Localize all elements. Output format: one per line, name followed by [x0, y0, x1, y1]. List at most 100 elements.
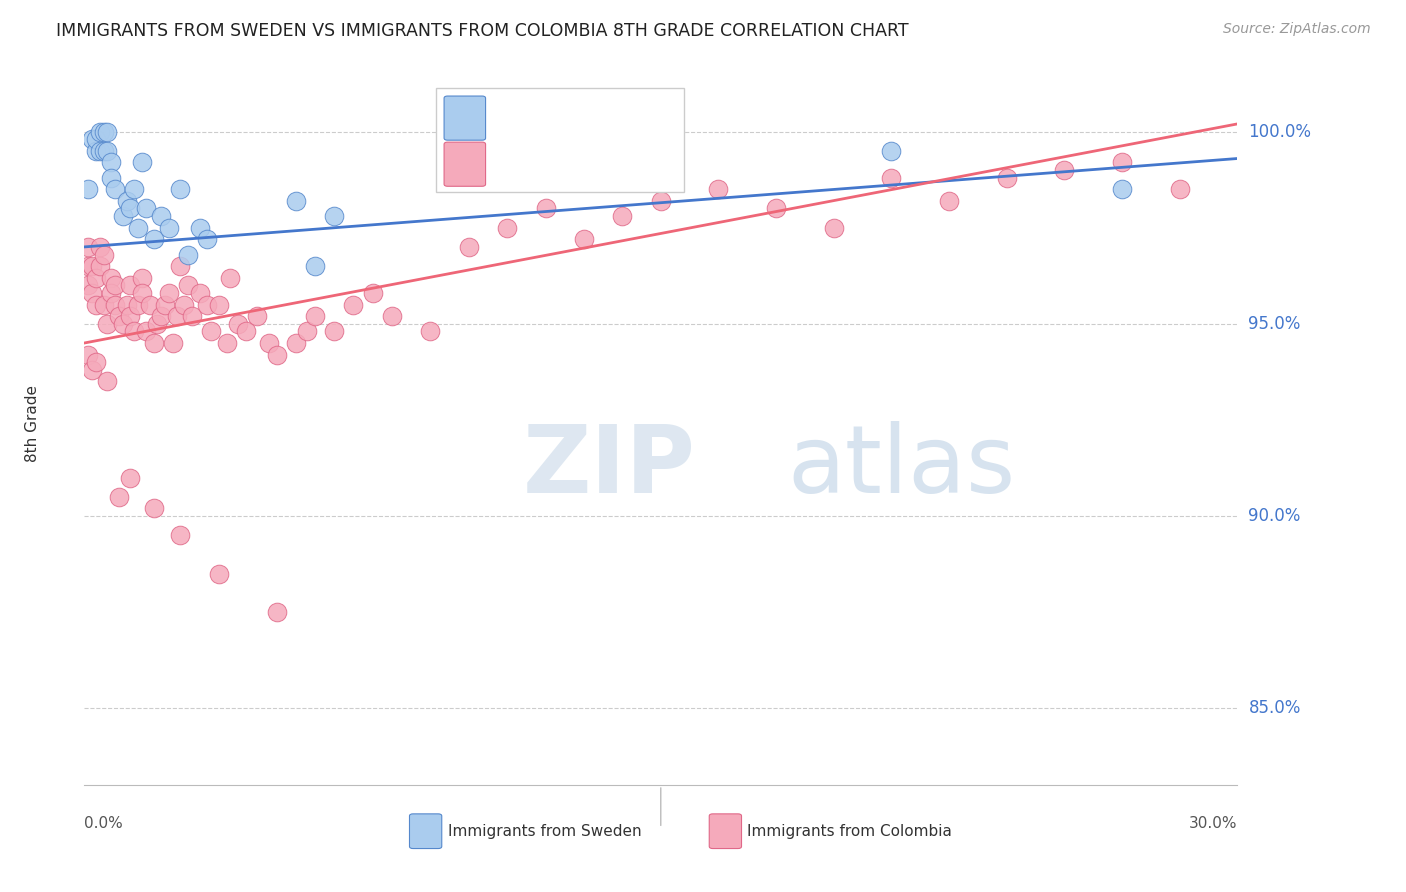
Point: [131, 270, 153, 285]
Point: [323, 325, 346, 339]
Point: [84, 355, 107, 369]
Text: 100.0%: 100.0%: [1249, 122, 1312, 141]
Text: ZIP: ZIP: [523, 421, 696, 513]
Point: [93, 247, 115, 261]
Point: [457, 240, 479, 254]
Point: [120, 202, 142, 216]
Point: [235, 325, 257, 339]
Point: [419, 325, 441, 339]
Point: [100, 270, 122, 285]
Text: R = 0.380   N = 82: R = 0.380 N = 82: [494, 155, 678, 173]
Point: [246, 309, 269, 323]
Point: [80, 132, 103, 146]
Point: [150, 209, 173, 223]
Point: [100, 170, 122, 185]
Point: [323, 209, 346, 223]
Point: [173, 297, 195, 311]
Point: [150, 309, 173, 323]
Point: [208, 297, 231, 311]
Text: R = 0.266   N = 33: R = 0.266 N = 33: [494, 109, 678, 128]
Point: [188, 286, 211, 301]
Point: [142, 232, 165, 246]
Text: 95.0%: 95.0%: [1249, 315, 1301, 333]
Point: [1111, 155, 1133, 169]
Point: [995, 170, 1018, 185]
Point: [169, 528, 191, 542]
Point: [80, 259, 103, 273]
Point: [612, 209, 634, 223]
Point: [120, 309, 142, 323]
Point: [77, 240, 100, 254]
Point: [111, 317, 134, 331]
Point: [169, 182, 191, 196]
Point: [200, 325, 222, 339]
Text: 85.0%: 85.0%: [1249, 699, 1301, 717]
Text: Source: ZipAtlas.com: Source: ZipAtlas.com: [1223, 22, 1371, 37]
Text: Immigrants from Colombia: Immigrants from Colombia: [748, 823, 952, 838]
Text: Immigrants from Sweden: Immigrants from Sweden: [447, 823, 641, 838]
Point: [104, 297, 127, 311]
Point: [177, 278, 200, 293]
Text: IMMIGRANTS FROM SWEDEN VS IMMIGRANTS FROM COLOMBIA 8TH GRADE CORRELATION CHART: IMMIGRANTS FROM SWEDEN VS IMMIGRANTS FRO…: [56, 22, 908, 40]
Point: [108, 309, 131, 323]
Point: [84, 132, 107, 146]
Point: [304, 259, 326, 273]
Point: [142, 501, 165, 516]
Point: [142, 336, 165, 351]
Point: [162, 336, 184, 351]
Point: [284, 194, 307, 208]
Point: [157, 220, 180, 235]
Point: [93, 125, 115, 139]
Point: [188, 220, 211, 235]
Point: [361, 286, 384, 301]
FancyBboxPatch shape: [444, 142, 485, 186]
Point: [195, 232, 218, 246]
Point: [84, 270, 107, 285]
Point: [120, 278, 142, 293]
FancyBboxPatch shape: [409, 814, 441, 848]
Text: atlas: atlas: [787, 421, 1017, 513]
Point: [100, 155, 122, 169]
Point: [208, 566, 231, 581]
Point: [823, 220, 845, 235]
Point: [1111, 182, 1133, 196]
Point: [84, 144, 107, 158]
Point: [104, 278, 127, 293]
Point: [304, 309, 326, 323]
Text: 0.0%: 0.0%: [84, 815, 124, 830]
Point: [266, 347, 288, 361]
Point: [96, 144, 118, 158]
Point: [195, 297, 218, 311]
Point: [257, 336, 280, 351]
Point: [108, 490, 131, 504]
Point: [77, 347, 100, 361]
Point: [219, 270, 242, 285]
Point: [765, 202, 787, 216]
Point: [115, 297, 138, 311]
Point: [135, 325, 157, 339]
Point: [124, 182, 146, 196]
FancyBboxPatch shape: [444, 96, 485, 140]
Point: [96, 375, 118, 389]
Point: [111, 209, 134, 223]
Point: [77, 182, 100, 196]
Point: [572, 232, 595, 246]
Point: [215, 336, 238, 351]
Point: [572, 132, 595, 146]
Point: [534, 202, 557, 216]
Point: [127, 297, 149, 311]
Point: [177, 247, 200, 261]
Point: [153, 297, 176, 311]
Point: [169, 259, 191, 273]
Point: [880, 170, 903, 185]
Point: [284, 336, 307, 351]
Point: [89, 125, 111, 139]
Point: [135, 202, 157, 216]
Point: [124, 325, 146, 339]
Point: [131, 155, 153, 169]
FancyBboxPatch shape: [709, 814, 741, 848]
Point: [166, 309, 188, 323]
Point: [100, 286, 122, 301]
Point: [496, 220, 519, 235]
Point: [938, 194, 960, 208]
